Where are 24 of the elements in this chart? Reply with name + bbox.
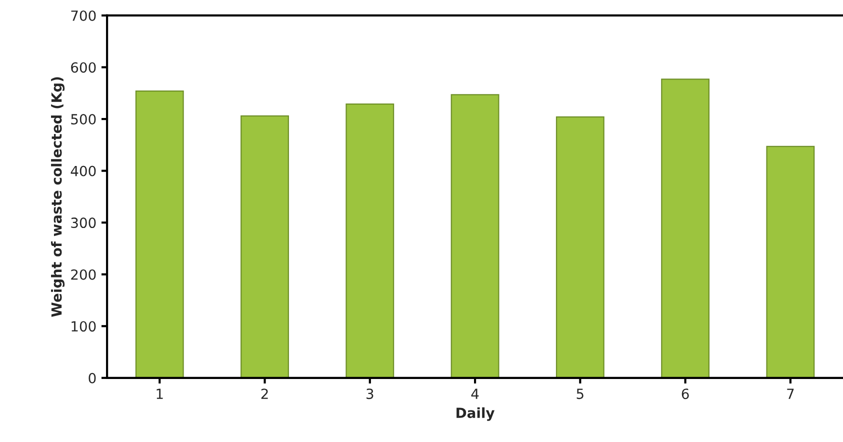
y-tick-label: 200 [71,269,96,280]
y-tick-label: 100 [72,321,96,332]
x-tick-label: 5 [576,388,584,400]
bar [240,115,289,378]
bar [346,103,394,378]
x-tick-label: 3 [366,388,374,400]
x-tick-label: 2 [261,388,268,399]
y-axis-title: Weight of waste collected (Kg) [51,77,65,317]
y-tick-label: 500 [71,114,96,124]
x-tick-label: 6 [682,388,689,400]
bar [766,146,815,378]
y-tick-label: 700 [71,10,96,21]
bar [556,116,604,378]
y-tick-label: 400 [70,166,96,176]
x-tick-label: 7 [787,388,794,399]
bar [450,94,500,378]
y-tick-label: 300 [71,218,96,228]
x-tick-label: 4 [471,388,479,399]
bar [135,90,184,378]
x-tick-label: 1 [156,388,163,399]
x-axis-title: Daily [456,407,495,421]
y-tick-label: 600 [71,62,96,73]
bar [661,78,710,378]
y-tick-label: 0 [88,372,96,384]
